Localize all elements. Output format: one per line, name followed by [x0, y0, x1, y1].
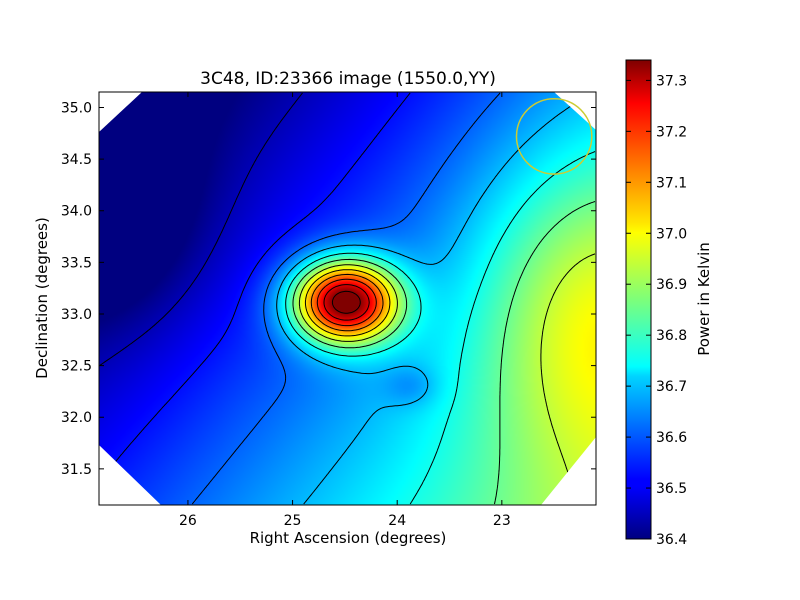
- y-tick-label: 34.5: [61, 152, 92, 168]
- contour-level-10: [323, 284, 370, 321]
- y-tick-label: 33.0: [61, 307, 92, 323]
- x-tick-label: 25: [284, 513, 302, 529]
- contour-level-4: [285, 151, 596, 505]
- y-tick-label: 33.5: [61, 255, 92, 271]
- x-axis-ticks: 26 25 24 23: [179, 92, 511, 529]
- colorbar-tick-label: 37.0: [656, 226, 687, 242]
- plot-frame: [98, 91, 597, 506]
- colorbar-tick-label: 36.5: [656, 481, 687, 497]
- colorbar-tick-label: 37.3: [656, 73, 687, 89]
- contour-level-6: [298, 253, 596, 505]
- y-tick-label: 32.5: [61, 359, 92, 375]
- plot-area: 26 25 24 23 31.5 32.0 32.5 33.0 33.5 34.0 34.5 35.…: [61, 91, 597, 529]
- colorbar-tick-label: 37.1: [656, 175, 687, 191]
- y-axis-label: Declination (degrees): [33, 217, 51, 379]
- x-tick-label: 23: [493, 513, 511, 529]
- chart-title: 3C48, ID:23366 image (1550.0,YY): [200, 69, 496, 89]
- contour-level-8: [310, 273, 384, 332]
- colorbar-gradient: [625, 59, 652, 540]
- contour-level-1: [99, 92, 411, 481]
- x-axis-label: Right Ascension (degrees): [250, 529, 447, 547]
- colorbar-tick-label: 36.6: [656, 430, 687, 446]
- colorbar: 36.4 36.5 36.6 36.7 36.8 36.9 37.0 37.1 37.2 37.3…: [625, 59, 713, 548]
- colorbar-tick-label: 36.9: [656, 277, 687, 293]
- y-tick-label: 34.0: [61, 204, 92, 220]
- contour-level-9: [316, 278, 377, 327]
- x-tick-label: 24: [388, 513, 406, 529]
- colorbar-tick-label: 36.7: [656, 379, 687, 395]
- contour-level-11: [331, 290, 361, 314]
- contour-lines: [99, 92, 596, 505]
- y-tick-label: 32.0: [61, 410, 92, 426]
- contour-level-5: [292, 201, 596, 505]
- colorbar-tick-label: 36.4: [656, 532, 687, 548]
- beam-circle: [515, 97, 593, 175]
- y-tick-label: 31.5: [61, 462, 92, 478]
- x-tick-label: 26: [179, 513, 197, 529]
- contour-level-2: [191, 92, 501, 505]
- y-tick-label: 35.0: [61, 100, 92, 116]
- colorbar-tick-label: 37.2: [656, 124, 687, 140]
- contour-level-7: [304, 269, 391, 337]
- colorbar-label: Power in Kelvin: [695, 242, 713, 356]
- colorbar-tick-label: 36.8: [656, 328, 687, 344]
- y-axis-ticks: 31.5 32.0 32.5 33.0 33.5 34.0 34.5 35.0: [61, 100, 596, 478]
- colorbar-ticks: 36.4 36.5 36.6 36.7 36.8 36.9 37.0 37.1 37.2 37.3: [626, 73, 687, 548]
- contour-level-0: [99, 92, 303, 366]
